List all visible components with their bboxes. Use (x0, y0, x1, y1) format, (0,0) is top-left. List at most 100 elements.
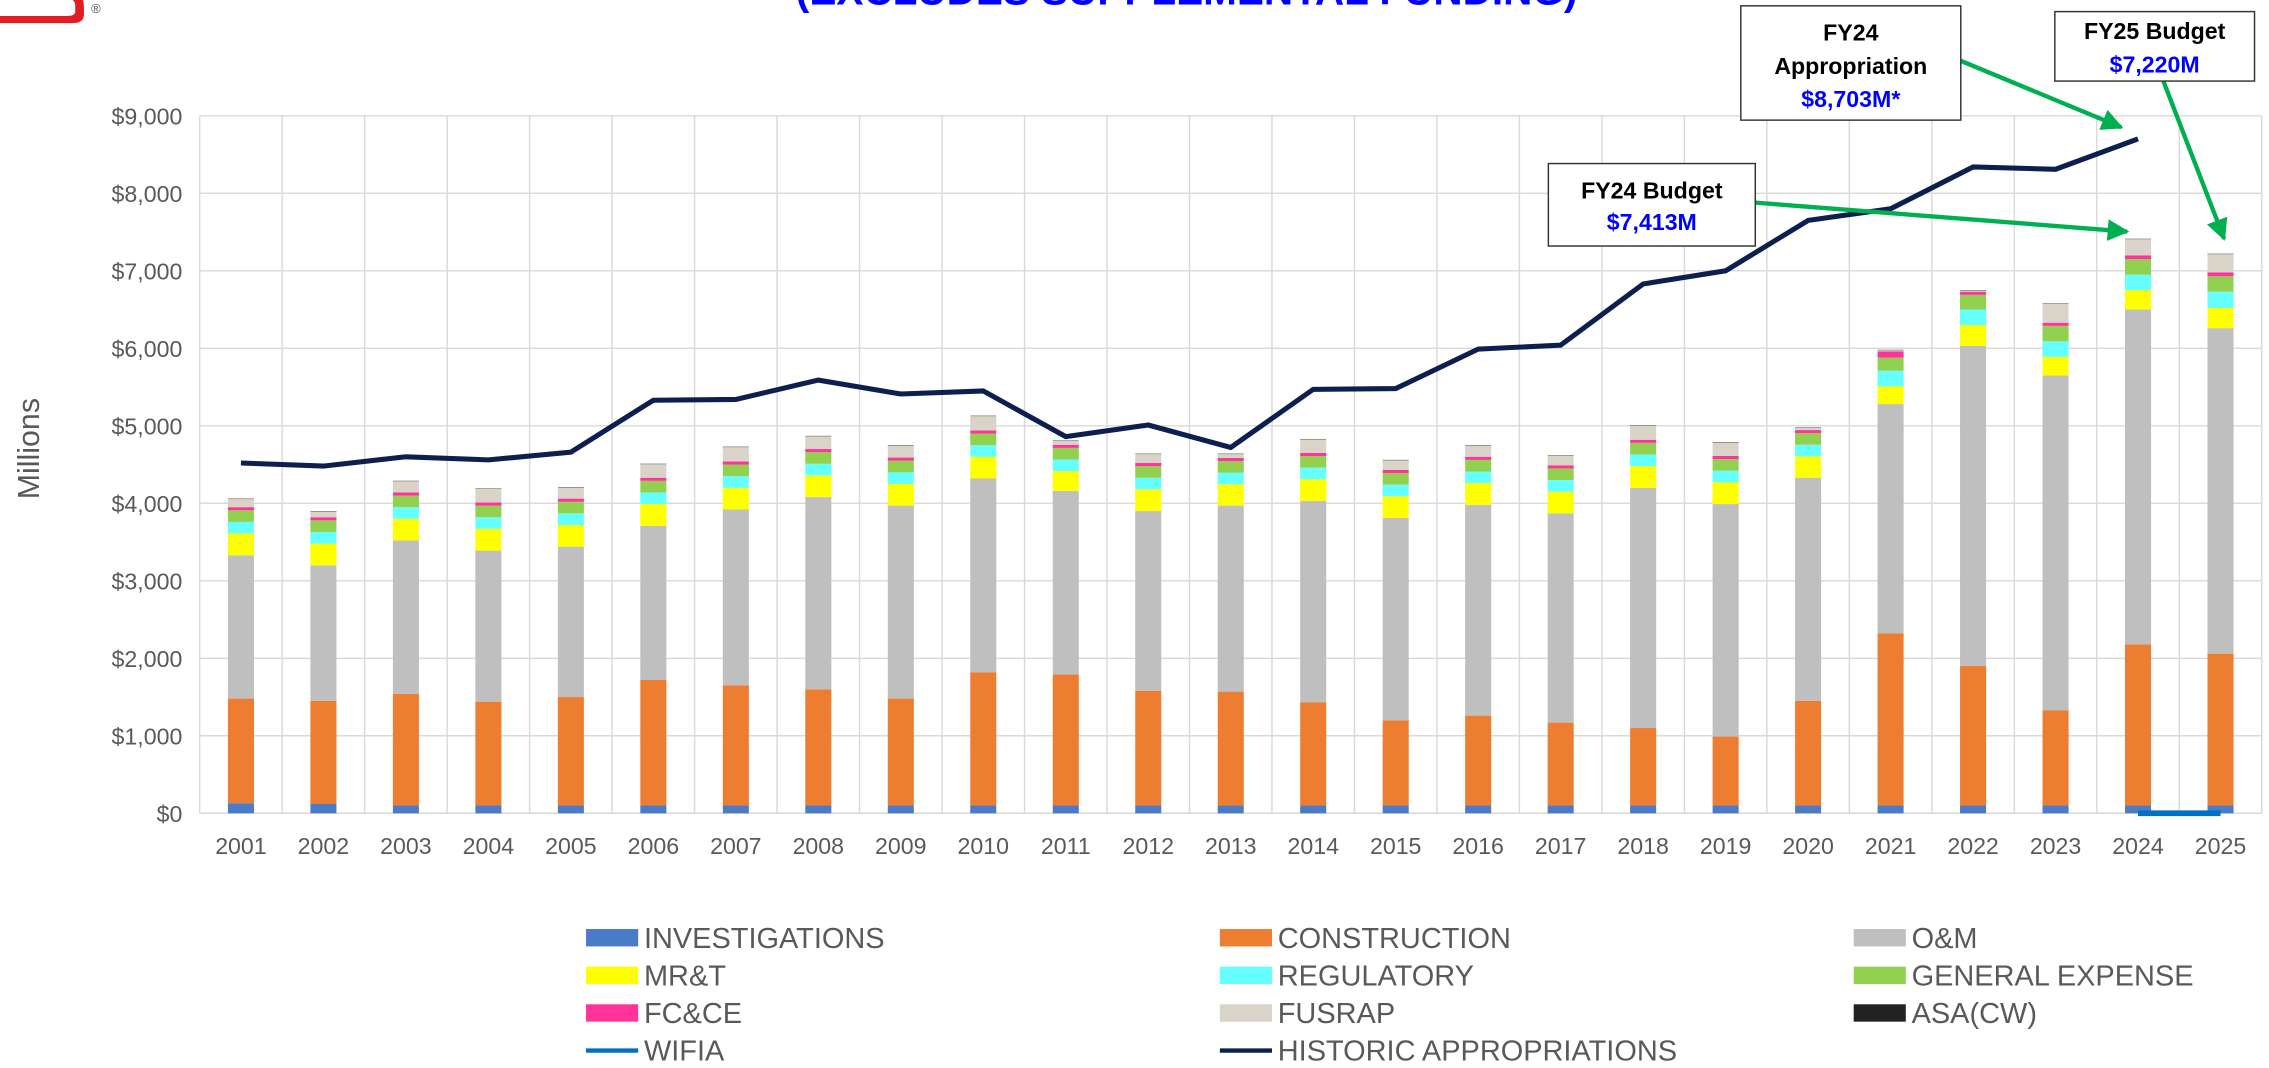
bar-segment (1135, 489, 1162, 512)
bar-segment (310, 520, 337, 532)
bar-segment (1217, 454, 1244, 458)
bar-segment (1465, 483, 1492, 505)
bar-segment (1217, 805, 1244, 814)
x-tick-label: 2018 (1617, 833, 1668, 859)
bar-segment (805, 452, 832, 464)
bar-segment (1547, 491, 1574, 514)
bar-segment (1795, 700, 1822, 806)
bar-segment (1960, 294, 1987, 310)
bar-segment (475, 502, 502, 506)
bar-segment (1382, 484, 1409, 497)
bar-segment (1877, 351, 1904, 358)
bar-segment (805, 497, 832, 690)
bar-segment (557, 501, 584, 514)
annotation-box (2054, 10, 2256, 82)
legend-label: WIFIA (644, 1036, 725, 1068)
bar-segment (640, 464, 667, 478)
bar-segment (887, 698, 914, 806)
bar-segment (1877, 633, 1904, 806)
bar-segment (1465, 805, 1492, 814)
x-tick-label: 2024 (2112, 833, 2164, 859)
legend-label: FC&CE (644, 998, 742, 1030)
bar-segment (805, 475, 832, 498)
x-tick-label: 2016 (1452, 833, 1503, 859)
y-axis-label: Millions (12, 398, 46, 499)
bar-segment (557, 513, 584, 525)
x-tick-label: 2022 (1947, 833, 1998, 859)
bar-segment (1630, 439, 1657, 443)
bar-segment (722, 447, 749, 462)
bar-segment (1465, 445, 1492, 457)
legend-swatch (586, 929, 639, 947)
bar-segment (2042, 375, 2069, 711)
bar-segment (475, 488, 502, 503)
legend-label: ASA(CW) (1912, 998, 2037, 1030)
x-tick-label: 2014 (1287, 833, 1339, 859)
bar-segment (1052, 490, 1079, 675)
bar-segment (805, 463, 832, 476)
bar-segment (557, 498, 584, 502)
bar-segment (640, 525, 667, 680)
bar-segment (2207, 276, 2234, 292)
y-tick-label: $2,000 (112, 646, 183, 672)
bar-segment (722, 461, 749, 465)
bar-segment (1960, 805, 1987, 814)
bar-segment (970, 805, 997, 814)
bar-segment (1547, 465, 1574, 469)
bar-segment (2125, 644, 2152, 806)
bar-segment (227, 698, 254, 804)
bar-segment (2207, 272, 2234, 277)
bar-segment (475, 550, 502, 702)
bar-segment (1795, 430, 1822, 434)
bar-segment (1217, 484, 1244, 506)
bar-segment (1382, 518, 1409, 721)
bar-segment (2125, 274, 2152, 291)
legend-swatch (1219, 966, 1272, 985)
bar-segment (887, 505, 914, 699)
y-tick-label: $5,000 (112, 413, 183, 439)
bar-segment (475, 517, 502, 529)
bar-segment (2042, 322, 2069, 326)
legend-label: FUSRAP (1278, 998, 1395, 1030)
bar-segment (805, 449, 832, 453)
bar-segment (1465, 459, 1492, 472)
bar-segment (722, 487, 749, 510)
x-tick-label: 2001 (215, 833, 266, 859)
legend-label: GENERAL EXPENSE (1912, 960, 2194, 992)
bar-segment (722, 685, 749, 806)
bar-segment (1795, 456, 1822, 478)
bar-segment (1877, 357, 1904, 371)
x-tick-label: 2013 (1205, 833, 1256, 859)
annotation-box (1547, 162, 1757, 247)
bar-segment (1712, 482, 1739, 505)
bar-segment (1465, 504, 1492, 716)
legend-swatch (1853, 1004, 1906, 1022)
bar-segment (1300, 456, 1327, 468)
y-tick-label: $0 (157, 801, 183, 827)
bar-segment (1960, 290, 1987, 292)
bar-segment (1547, 468, 1574, 481)
bar-segment (640, 504, 667, 526)
bar-segment (1877, 370, 1904, 387)
bar-segment (1795, 805, 1822, 814)
bar-segment (805, 689, 832, 806)
bar-segment (1135, 511, 1162, 691)
x-tick-label: 2005 (545, 833, 596, 859)
bar-segment (1630, 466, 1657, 488)
bar-segment (1135, 462, 1162, 467)
x-tick-label: 2023 (2030, 833, 2081, 859)
bar-segment (1630, 487, 1657, 729)
bar-segment (227, 521, 254, 534)
bar-segment (1052, 459, 1079, 472)
bar-segment (2042, 356, 2069, 376)
bar-segment (887, 445, 914, 458)
bar-segment (1712, 736, 1739, 806)
bar-segment (1630, 454, 1657, 467)
bar-segment (970, 478, 997, 673)
bar-segment (722, 509, 749, 686)
bar-segment (557, 487, 584, 499)
x-tick-label: 2011 (1041, 833, 1091, 859)
bar-segment (1960, 345, 1987, 667)
bar-segment (1382, 469, 1409, 474)
legend-swatch (1219, 1004, 1272, 1022)
